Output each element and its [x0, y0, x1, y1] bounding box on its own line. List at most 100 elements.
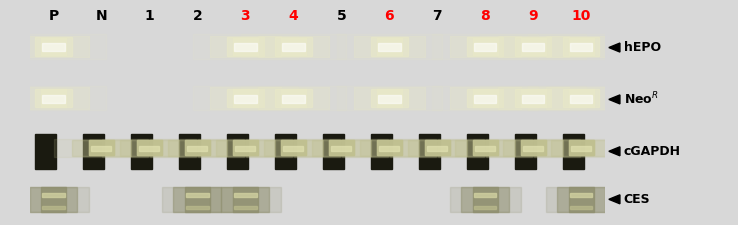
Bar: [173, 187, 221, 212]
Bar: [139, 146, 159, 151]
Bar: [162, 187, 233, 212]
Bar: [92, 146, 111, 151]
Bar: [241, 34, 346, 58]
Bar: [569, 140, 593, 155]
Bar: [329, 140, 354, 155]
Bar: [89, 140, 114, 155]
Bar: [35, 134, 57, 169]
Bar: [227, 37, 263, 56]
Text: CES: CES: [624, 193, 650, 206]
Bar: [246, 139, 340, 157]
Bar: [234, 206, 257, 209]
Text: N: N: [96, 9, 107, 23]
Bar: [210, 87, 281, 109]
Bar: [354, 36, 425, 57]
Bar: [534, 139, 628, 157]
Bar: [55, 139, 148, 157]
Bar: [42, 43, 65, 51]
Bar: [522, 43, 545, 51]
Bar: [137, 140, 162, 155]
Polygon shape: [609, 43, 620, 52]
Bar: [474, 43, 497, 51]
Bar: [179, 134, 201, 169]
Bar: [378, 95, 401, 103]
Bar: [571, 146, 591, 151]
Bar: [467, 134, 489, 169]
Bar: [570, 193, 593, 197]
Bar: [35, 89, 72, 107]
Bar: [193, 86, 298, 110]
Bar: [30, 187, 77, 212]
Bar: [432, 34, 538, 58]
Bar: [185, 187, 210, 212]
Text: 3: 3: [241, 9, 250, 23]
Bar: [371, 134, 393, 169]
Bar: [503, 140, 563, 156]
Text: 5: 5: [337, 9, 346, 23]
Text: 8: 8: [480, 9, 490, 23]
Bar: [521, 38, 545, 55]
Bar: [449, 36, 521, 57]
Bar: [563, 89, 599, 107]
Bar: [378, 43, 401, 51]
Bar: [407, 140, 467, 156]
Bar: [186, 193, 209, 197]
Bar: [371, 89, 407, 107]
Bar: [551, 140, 611, 156]
Bar: [227, 134, 249, 169]
Text: 7: 7: [432, 9, 442, 23]
Bar: [557, 187, 605, 212]
Bar: [89, 140, 114, 155]
Bar: [569, 140, 593, 155]
Bar: [283, 146, 303, 151]
Bar: [563, 134, 584, 169]
Bar: [215, 140, 275, 156]
Bar: [41, 187, 66, 212]
Bar: [379, 146, 399, 151]
Bar: [497, 36, 569, 57]
Bar: [41, 38, 66, 55]
Bar: [545, 187, 617, 212]
Bar: [480, 86, 586, 110]
Bar: [120, 140, 179, 156]
Bar: [337, 86, 442, 110]
Bar: [427, 146, 447, 151]
Text: 10: 10: [571, 9, 591, 23]
Bar: [467, 37, 503, 56]
Bar: [131, 134, 153, 169]
Bar: [438, 139, 532, 157]
Bar: [281, 89, 306, 107]
Bar: [281, 140, 306, 155]
Bar: [515, 134, 537, 169]
Bar: [569, 187, 593, 212]
Bar: [137, 140, 162, 155]
Bar: [545, 87, 617, 109]
Polygon shape: [609, 95, 620, 104]
Bar: [570, 95, 593, 103]
Bar: [233, 89, 258, 107]
Bar: [473, 89, 497, 107]
Bar: [241, 86, 346, 110]
Polygon shape: [609, 195, 620, 204]
Bar: [18, 187, 89, 212]
Bar: [569, 38, 593, 55]
Bar: [18, 87, 89, 109]
Bar: [185, 140, 210, 155]
Bar: [187, 146, 207, 151]
Bar: [210, 187, 281, 212]
Bar: [473, 140, 497, 155]
Bar: [563, 37, 599, 56]
Bar: [42, 95, 65, 103]
Polygon shape: [609, 147, 620, 156]
Bar: [377, 140, 401, 155]
Bar: [521, 89, 545, 107]
Bar: [323, 134, 345, 169]
Text: 2: 2: [193, 9, 202, 23]
Bar: [42, 193, 65, 197]
Bar: [186, 206, 209, 209]
Bar: [371, 37, 407, 56]
Bar: [377, 140, 401, 155]
Text: 9: 9: [528, 9, 538, 23]
Bar: [467, 89, 503, 107]
Bar: [570, 43, 593, 51]
